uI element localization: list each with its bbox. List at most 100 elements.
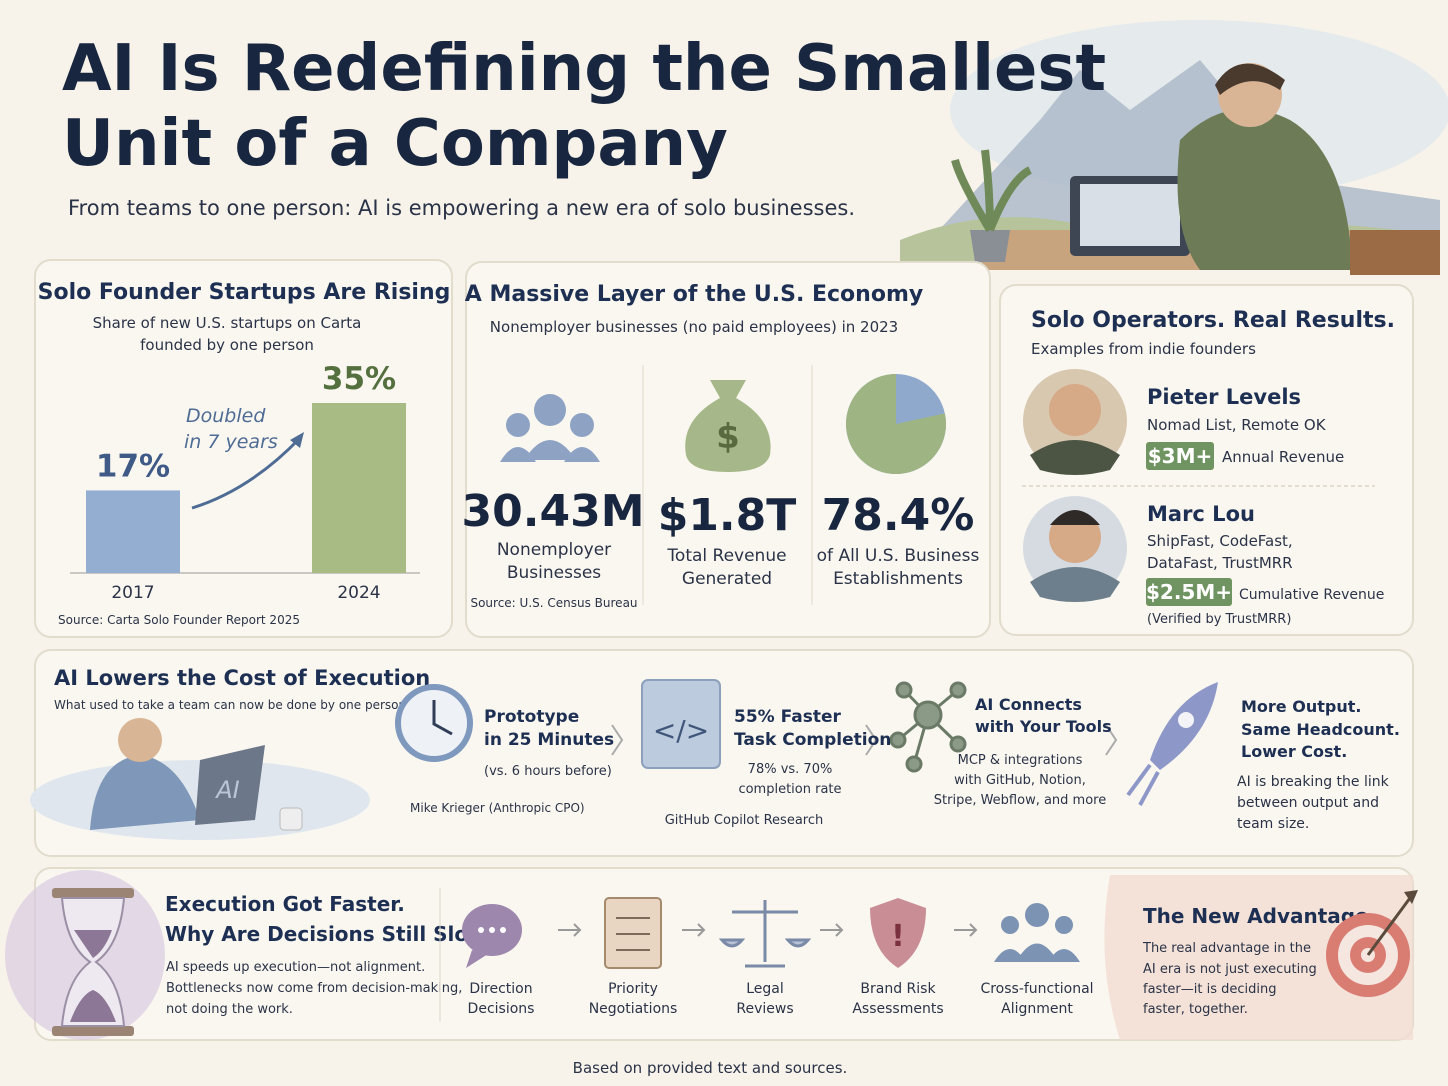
code-window-icon: </> [641, 679, 721, 769]
stat-label: Businesses [507, 563, 601, 583]
item-title: 55% Faster [734, 707, 841, 727]
stat-label: Total Revenue [666, 546, 786, 566]
title-line: Unit of a Company [62, 107, 728, 181]
advantage-body: AI era is not just executing [1143, 962, 1317, 977]
advantage-body: The real advantage in the [1142, 941, 1311, 956]
section-title: Execution Got Faster. [165, 892, 405, 916]
metric-label: Cumulative Revenue [1239, 587, 1384, 603]
advantage-body: faster—it is deciding [1143, 982, 1276, 997]
money-bag-icon: $ [685, 380, 771, 472]
item-title: More Output. [1241, 697, 1361, 716]
step-label: Cross-functional [980, 981, 1093, 997]
item-detail: MCP & integrations [958, 753, 1083, 768]
item-title: Task Completion [734, 730, 891, 750]
section-title: Why Are Decisions Still Slow? [165, 922, 498, 946]
advantage-title: The New Advantage [1143, 904, 1369, 928]
step-label: Reviews [736, 1001, 793, 1017]
target-icon [1326, 890, 1418, 997]
card-subtitle: Examples from indie founders [1031, 340, 1256, 358]
step-label: Alignment [1001, 1001, 1073, 1017]
data-label: 17% [96, 448, 170, 484]
card-title: Solo Operators. Real Results. [1031, 308, 1395, 333]
rocket-icon [1126, 682, 1218, 806]
chevrons [611, 724, 1118, 756]
step-label: Direction [469, 981, 532, 997]
person-name: Pieter Levels [1147, 385, 1301, 409]
hourglass-icon [52, 888, 134, 1036]
footer: Based on provided text and sources. [573, 1059, 848, 1077]
body: not doing the work. [166, 1002, 293, 1017]
metric-badge [1146, 442, 1214, 470]
item-source: Mike Krieger (Anthropic CPO) [410, 801, 585, 815]
step-label: Negotiations [589, 1001, 678, 1017]
avatar [1023, 369, 1127, 475]
step-label: Brand Risk [860, 981, 936, 997]
item-title: AI Connects [975, 695, 1082, 714]
section-subtitle: What used to take a team can now be done… [54, 698, 410, 712]
item-detail: Stripe, Webflow, and more [934, 793, 1106, 808]
bar [86, 490, 180, 573]
item-title: Prototype [484, 707, 579, 727]
stat-value: $1.8T [658, 490, 797, 541]
section-title: AI Lowers the Cost of Execution [54, 666, 430, 690]
network-icon [889, 681, 967, 773]
steps: Direction Decisions Priority Negotiations Le… [468, 981, 1094, 1017]
person-name: Marc Lou [1147, 502, 1255, 526]
step-label: Assessments [852, 1001, 943, 1017]
step-arrows [558, 923, 978, 937]
item-detail: (vs. 6 hours before) [484, 764, 612, 779]
clock-icon [395, 684, 473, 762]
item-detail: completion rate [738, 782, 841, 797]
source: Source: Carta Solo Founder Report 2025 [58, 613, 300, 627]
item-title: in 25 Minutes [484, 730, 614, 750]
body: Bottlenecks now come from decision-makin… [166, 981, 462, 996]
person-company: ShipFast, CodeFast, [1147, 532, 1293, 550]
source: Source: U.S. Census Bureau [470, 596, 637, 610]
step-label: Priority [608, 981, 658, 997]
metric: $2.5M+ [1146, 580, 1232, 604]
card-subtitle: Share of new U.S. startups on Carta [93, 314, 362, 332]
people-icon [500, 394, 600, 462]
step-label: Legal [746, 981, 784, 997]
clipboard-icon [604, 897, 662, 969]
step-label: Decisions [468, 1001, 535, 1017]
stat-label: of All U.S. Business [817, 546, 980, 566]
scales-icon [718, 900, 812, 968]
subtitle: From teams to one person: AI is empoweri… [68, 196, 855, 220]
pie-slice [846, 374, 946, 475]
stat-value: 30.43M [462, 486, 645, 537]
stat-label: Establishments [833, 569, 963, 589]
svg-text:AI: AI [214, 776, 240, 804]
x-tick-label: 2017 [111, 583, 154, 603]
item-detail: with GitHub, Notion, [954, 773, 1086, 788]
card-title: A Massive Layer of the U.S. Economy [465, 282, 923, 307]
header-illustration [900, 20, 1448, 275]
person-company: Nomad List, Remote OK [1147, 416, 1327, 434]
note: (Verified by TrustMRR) [1147, 612, 1291, 627]
item-detail: 78% vs. 70% [748, 762, 833, 777]
person-company: DataFast, TrustMRR [1147, 554, 1293, 572]
svg-text:!: ! [891, 919, 905, 954]
arrow [191, 436, 302, 510]
arrow-head [290, 432, 304, 448]
annotation: in 7 years [184, 431, 278, 453]
pie: 78.4% [822, 374, 974, 541]
title-line: AI Is Redefining the Smallest [62, 32, 1106, 106]
card [34, 649, 1414, 857]
wash [1104, 875, 1413, 1040]
bar-chart: 17% 2017 35% 2024 [86, 361, 406, 603]
card-subtitle: Nonemployer businesses (no paid employee… [490, 318, 898, 336]
card-subtitle: founded by one person [140, 336, 314, 354]
item-detail: between output and [1237, 795, 1379, 811]
svg-text:</>: </> [653, 714, 709, 747]
item-title: Same Headcount. [1241, 720, 1400, 739]
avatar [1023, 496, 1127, 602]
item-detail: AI is breaking the link [1237, 774, 1390, 790]
x-tick-label: 2024 [337, 583, 380, 603]
item-title: with Your Tools [975, 717, 1112, 736]
annotation: Doubled [186, 405, 266, 427]
item-detail: team size. [1237, 816, 1309, 832]
team-icon [994, 903, 1080, 962]
chat-icon [462, 904, 522, 968]
